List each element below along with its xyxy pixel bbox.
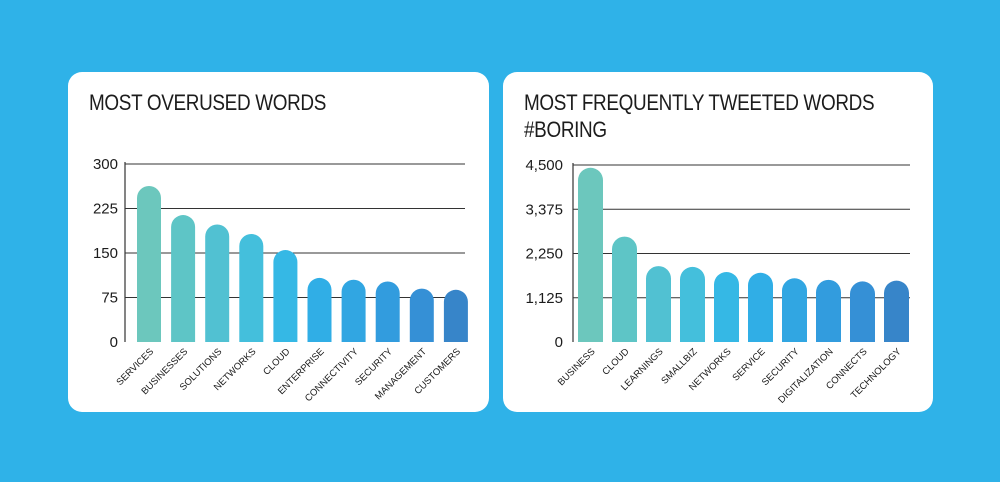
- y-tick-label: 1,125: [525, 290, 563, 307]
- bar-businesses: [171, 215, 196, 342]
- chart-title: MOST FREQUENTLY TWEETED WORDS #BORING: [524, 89, 928, 143]
- bar-networks: [239, 234, 264, 342]
- chart-title-line-1: MOST FREQUENTLY TWEETED WORDS: [524, 90, 875, 115]
- y-tick-label: 4,500: [525, 157, 563, 174]
- bar-customers: [443, 289, 468, 342]
- chart-title-line: MOST OVERUSED WORDS: [89, 90, 326, 115]
- x-tick-label: CLOUD: [600, 346, 631, 377]
- bar-business: [578, 167, 603, 342]
- bar-digitalization: [816, 279, 841, 342]
- overused-words-chart: 075150225300SERVICESBUSINESSESSOLUTIONSN…: [93, 156, 468, 404]
- bar-enterprise: [307, 277, 332, 342]
- x-tick-label: CLOUD: [261, 346, 292, 377]
- x-tick-label: BUSINESS: [556, 346, 598, 388]
- bar-services: [137, 185, 161, 342]
- y-tick-label: 75: [101, 290, 118, 307]
- bar-security: [782, 278, 807, 342]
- chart-title-line-2: #BORING: [524, 117, 607, 142]
- bar-technology: [884, 280, 909, 342]
- bar-connectivity: [341, 279, 366, 342]
- tweeted-words-card: MOST FREQUENTLY TWEETED WORDS #BORING 0 1…: [503, 72, 933, 412]
- bar-management: [409, 288, 434, 342]
- bar-service: [748, 272, 773, 342]
- bar-security: [375, 281, 400, 342]
- bar-cloud: [612, 236, 637, 342]
- y-tick-label: 3,375: [525, 201, 563, 218]
- overused-words-card: MOST OVERUSED WORDS 0 75 150 225 300 SERVICES…: [68, 72, 489, 412]
- bar-networks: [714, 271, 739, 342]
- y-tick-label: 0: [110, 334, 118, 351]
- y-tick-label: 225: [93, 201, 118, 218]
- bar-connects: [850, 281, 875, 342]
- bar-cloud: [273, 250, 298, 342]
- y-tick-label: 2,250: [525, 246, 563, 263]
- y-tick-label: 300: [93, 156, 118, 173]
- y-tick-label: 150: [93, 245, 118, 262]
- y-tick-label: 0: [555, 334, 563, 351]
- bar-solutions: [205, 224, 230, 342]
- bar-learnings: [646, 266, 671, 342]
- bar-smallbiz: [680, 266, 705, 342]
- chart-title: MOST OVERUSED WORDS: [89, 89, 493, 116]
